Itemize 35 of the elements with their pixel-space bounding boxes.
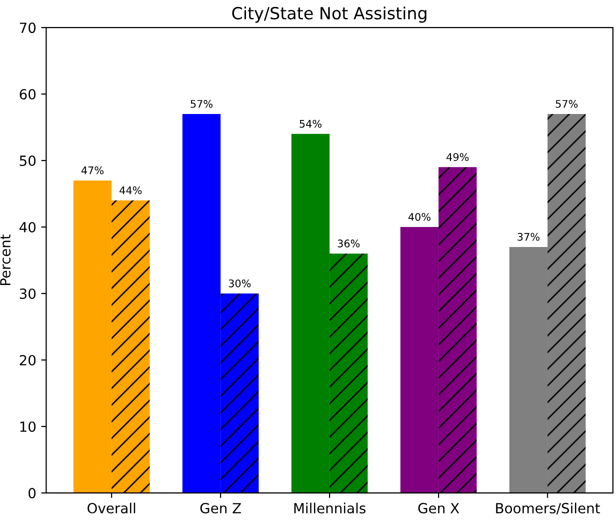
data-label: 57% [190, 100, 213, 108]
data-label: 49% [446, 153, 469, 161]
bar [182, 114, 221, 493]
bar [220, 294, 259, 493]
x-tick-label: Overall [88, 502, 136, 514]
bar [112, 200, 150, 493]
chart-title: City/State Not Assisting [232, 6, 426, 23]
data-label: 54% [300, 120, 322, 128]
data-label: 30% [228, 279, 251, 288]
data-label: 44% [120, 186, 142, 194]
data-label: 40% [408, 212, 430, 221]
y-tick-label: 50 [20, 156, 36, 166]
bar [509, 246, 548, 493]
bar [330, 254, 368, 493]
bar [291, 134, 330, 493]
data-label: 47% [81, 166, 104, 174]
y-axis-title: Percent [0, 234, 11, 286]
y-tick-label: 20 [20, 354, 36, 366]
y-tick-label: 70 [20, 22, 36, 34]
x-tick-label: Millennials [294, 502, 366, 514]
y-tick-label: 40 [19, 222, 36, 232]
data-label: 37% [518, 232, 540, 241]
bar [400, 227, 439, 493]
data-label: 57% [556, 100, 578, 108]
y-tick-label: 0 [28, 488, 36, 498]
y-tick-label: 30 [20, 288, 36, 299]
bar [438, 167, 477, 493]
bar [73, 180, 112, 493]
x-tick-label: Boomers/Silent [496, 502, 600, 515]
y-tick-label: 60 [20, 89, 36, 100]
y-tick-label: 10 [20, 421, 36, 432]
x-tick-label: Gen X [418, 502, 460, 514]
x-tick-label: Gen Z [200, 502, 241, 514]
bar [548, 114, 586, 493]
data-label: 36% [338, 240, 360, 248]
